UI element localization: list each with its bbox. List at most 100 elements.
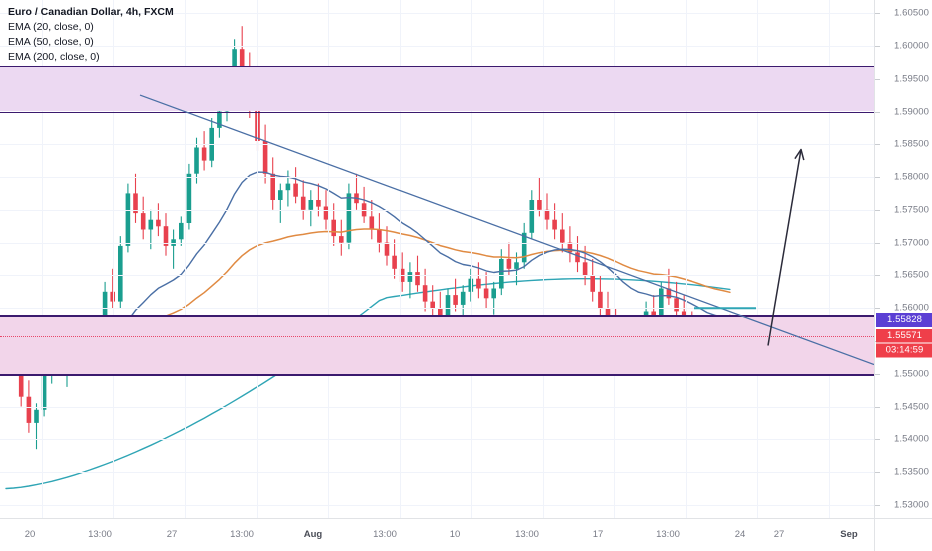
grid-line-v-3	[257, 0, 258, 518]
zone-upper-supply-zone-border-top	[0, 65, 874, 67]
candle-body-bear	[316, 200, 321, 207]
candle-body-bull	[102, 291, 108, 332]
drawings-overlay-layer[interactable]	[0, 0, 874, 518]
candle-body-bull	[659, 288, 664, 318]
candle-body-bear	[133, 193, 138, 214]
candle-body-bull	[445, 295, 451, 318]
time-label-1: 13:00	[88, 529, 112, 540]
candle-body-bear	[674, 298, 679, 312]
candle-body-bear	[26, 396, 32, 423]
candle-body-bear	[415, 272, 420, 286]
candle-body-bull	[460, 291, 466, 305]
candle-body-bear	[552, 219, 557, 230]
grid-line-v-5	[400, 0, 401, 518]
time-label-8: 17	[592, 529, 604, 540]
time-label-5: 13:00	[373, 529, 397, 540]
legend-ema-200: EMA (200, close, 0)	[8, 51, 100, 63]
marked-price-badge[interactable]: 1.55828	[876, 312, 932, 327]
grid-line-h-6	[0, 209, 874, 211]
bullish-projection-arrow-head	[794, 148, 805, 161]
candle-body-bull	[194, 147, 199, 174]
candle-body-bear	[483, 288, 489, 299]
candle-body-bear	[156, 219, 161, 227]
candle-body-bear	[506, 259, 512, 269]
candle-body-bull	[529, 200, 535, 233]
price-tick-1	[875, 45, 880, 47]
time-label-2: 27	[166, 529, 178, 540]
grid-line-h-8	[0, 275, 874, 277]
zone-upper-supply-zone[interactable]	[0, 65, 874, 112]
last-price-badge[interactable]: 1.55571	[876, 329, 932, 344]
candle-body-bear	[377, 229, 382, 243]
grid-line-h-12	[0, 406, 874, 408]
candle-body-bull	[308, 200, 314, 210]
candle-body-bear	[567, 242, 573, 253]
candle-body-bear	[438, 308, 443, 318]
grid-line-v-1	[113, 0, 114, 518]
grid-line-v-2	[185, 0, 186, 518]
price-tick-0	[875, 13, 880, 15]
price-label-3: 1.59000	[893, 106, 929, 117]
time-axis[interactable]: 20 13:00 27 13:00 Aug 13:00 10 13:00 17 13:00 24 27…	[0, 518, 932, 551]
candle-body-bull	[217, 111, 222, 128]
ema-20-line	[28, 171, 731, 362]
price-tick-5	[875, 177, 880, 178]
candle-body-bear	[598, 291, 603, 309]
price-tick-4	[875, 144, 880, 146]
descending-trendline[interactable]	[139, 94, 874, 366]
ema-200-line	[5, 278, 731, 490]
candle-body-bear	[384, 242, 390, 256]
candle-body-bull	[118, 245, 123, 302]
price-tick-9	[875, 308, 880, 310]
candle-body-bear	[300, 196, 306, 210]
price-axis[interactable]: 1.60500 1.60000 1.59500 1.59000 1.58500 1.580…	[874, 0, 932, 518]
candle-body-bear	[293, 183, 298, 197]
price-label-12: 1.54500	[893, 401, 929, 412]
candle-body-bear	[537, 200, 542, 210]
time-label-11: 27	[773, 529, 785, 540]
candle-body-bear	[140, 213, 146, 230]
candle-body-bear	[582, 262, 588, 276]
price-tick-7	[875, 242, 880, 244]
price-tick-15	[875, 504, 880, 506]
candle-body-bull	[285, 183, 291, 191]
countdown-badge[interactable]: 03:14:59	[876, 342, 932, 358]
candle-body-bear	[201, 147, 207, 161]
price-label-9: 1.56000	[893, 302, 929, 314]
candle-body-bull	[521, 232, 527, 263]
zone-lower-demand-zone[interactable]	[0, 314, 874, 374]
legend-ema-50: EMA (50, close, 0)	[8, 36, 94, 48]
price-label-2: 1.59500	[893, 73, 929, 85]
grid-line-v-7	[543, 0, 544, 518]
price-label-8: 1.56500	[893, 269, 929, 281]
time-label-10: 24	[734, 529, 746, 540]
price-label-6: 1.57500	[893, 204, 929, 216]
grid-line-v-0	[42, 0, 43, 518]
price-label-1: 1.60000	[893, 40, 929, 52]
candle-body-bear	[560, 229, 565, 243]
candle-body-bear	[323, 206, 329, 220]
candle-body-bull	[407, 272, 413, 282]
candle-body-bear	[18, 355, 24, 397]
price-tick-8	[875, 275, 880, 277]
ema-50-line	[66, 228, 731, 352]
price-tick-14	[875, 472, 880, 474]
price-label-14: 1.53500	[893, 466, 929, 478]
price-tick-2	[875, 78, 880, 80]
price-tick-12	[875, 406, 880, 408]
candle-body-bear	[544, 209, 550, 220]
price-label-0: 1.60500	[893, 7, 929, 19]
candle-body-bear	[399, 268, 405, 282]
price-tick-11	[875, 373, 880, 375]
price-label-4: 1.58500	[893, 138, 929, 150]
chart-legend: Euro / Canadian Dollar, 4h, FXCM EMA (20…	[8, 5, 174, 65]
candle-body-bull	[346, 193, 352, 243]
grid-line-v-8	[614, 0, 615, 518]
grid-line-h-15	[0, 504, 874, 506]
time-label-7: 13:00	[515, 529, 539, 540]
bullish-projection-arrow-shaft[interactable]	[767, 149, 802, 346]
candle-body-bear	[270, 173, 275, 200]
candle-body-bear	[239, 49, 245, 73]
chart-plot-area[interactable]: Euro / Canadian Dollar, 4h, FXCM EMA (20…	[0, 0, 874, 518]
time-label-3: 13:00	[230, 529, 254, 540]
